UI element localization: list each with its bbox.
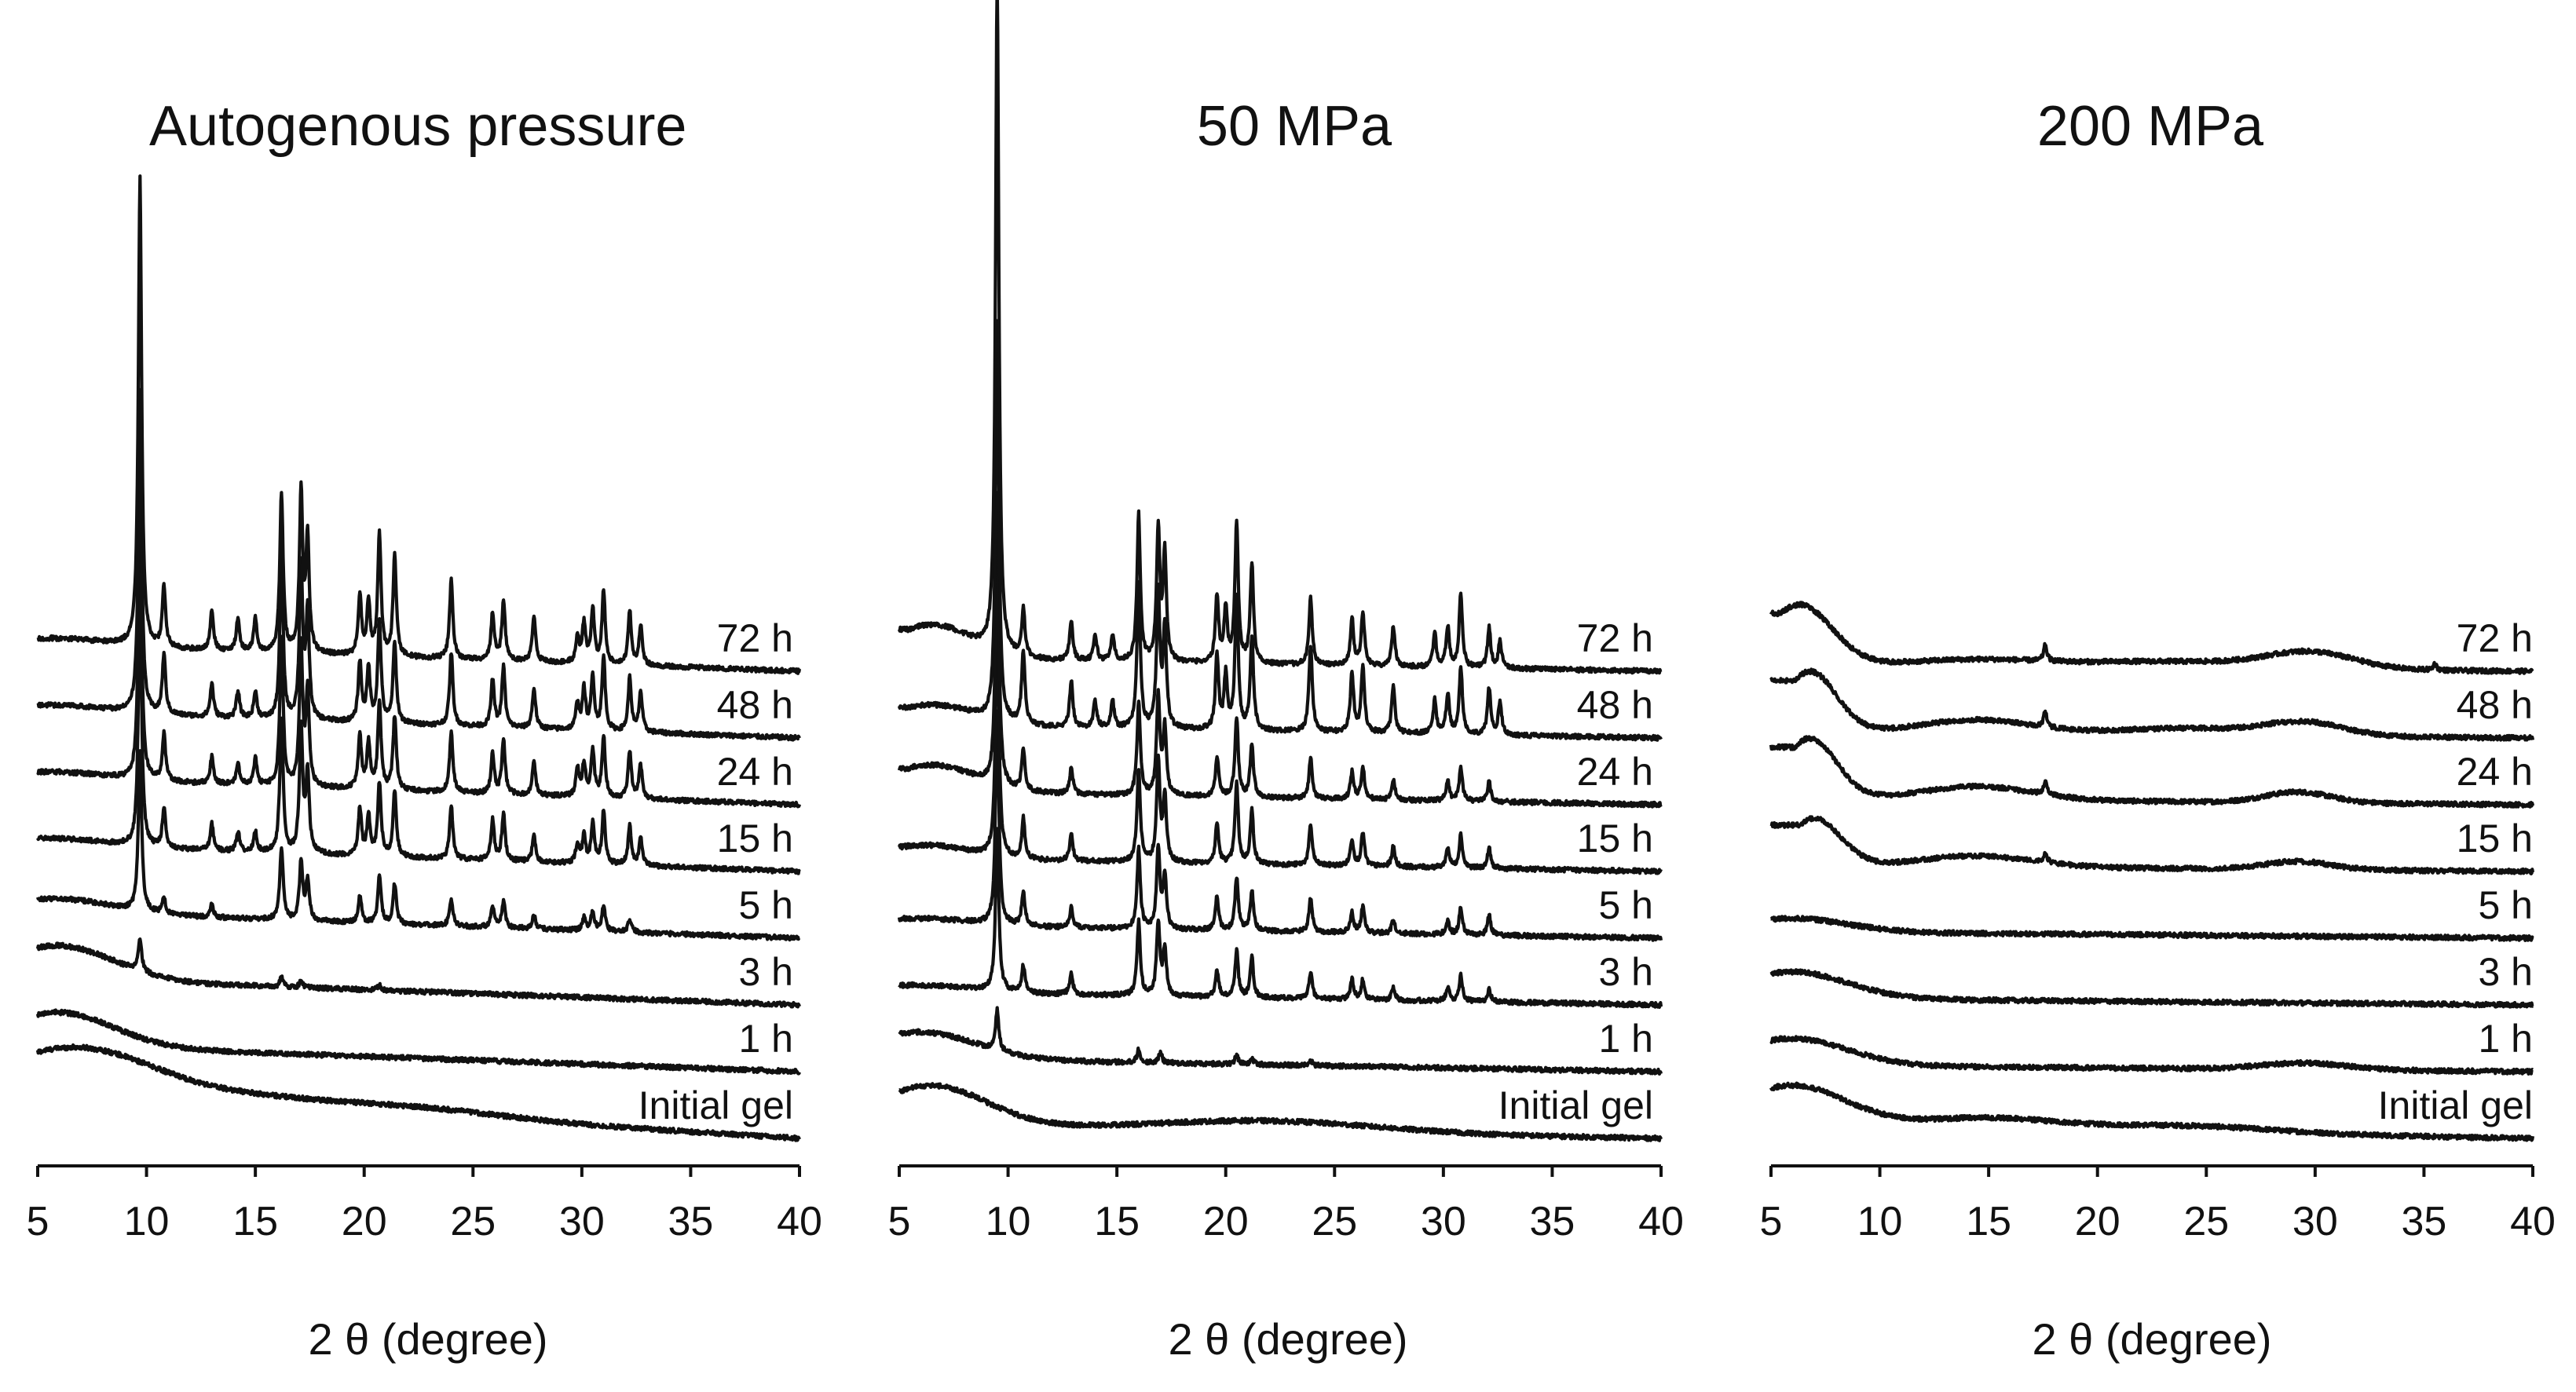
xrd-trace-5-h: [897, 709, 1663, 942]
x-tick-label: 5: [27, 1199, 49, 1244]
x-axis-label: 2 θ (degree): [308, 1314, 547, 1364]
panel-title: Autogenous pressure: [149, 95, 686, 158]
xrd-trace-3-h: [1769, 968, 2534, 1009]
trace-label: Initial gel: [2378, 1083, 2533, 1127]
x-axis-label: 2 θ (degree): [2032, 1314, 2271, 1364]
xrd-trace-3-h: [35, 937, 801, 1009]
trace-label: 5 h: [1598, 883, 1653, 927]
xrd-trace-72-h: [1769, 601, 2534, 675]
xrd-trace-3-h: [898, 827, 1663, 1010]
xrd-trace-1-h: [1769, 1035, 2534, 1076]
xrd-trace-24-h: [1769, 735, 2535, 809]
trace-label: 15 h: [717, 817, 793, 860]
x-tick-label: 20: [2075, 1199, 2120, 1244]
xrd-trace-15-h: [36, 592, 801, 875]
x-tick-label: 30: [559, 1199, 605, 1244]
trace-label: 24 h: [2457, 750, 2533, 794]
xrd-trace-48-h: [36, 388, 801, 742]
trace-label: 72 h: [717, 616, 793, 660]
xrd-trace-1-h: [898, 1006, 1663, 1076]
xrd-trace-initial-gel: [898, 1082, 1663, 1142]
trace-label: 15 h: [1577, 817, 1653, 860]
trace-label: 1 h: [738, 1017, 793, 1061]
trace-label: 3 h: [2478, 950, 2533, 994]
trace-label: 5 h: [2478, 883, 2533, 927]
panel-50-mpa: 50 MPa Initial gel 1 h 3 h 5 h 15 h 24 h 48 h 7…: [888, 0, 1684, 1364]
x-axis-label: 2 θ (degree): [1168, 1314, 1407, 1364]
xrd-trace-24-h: [897, 491, 1663, 809]
xrd-trace-initial-gel: [35, 1043, 801, 1142]
trace-group: [897, 0, 1663, 1142]
x-tick-label: 35: [1530, 1199, 1575, 1244]
x-tick-group: 5 10 15 20 25 30 35 40: [1760, 1166, 2556, 1244]
x-tick-label: 10: [1857, 1199, 1903, 1244]
panel-title: 50 MPa: [1197, 95, 1392, 158]
xrd-trace-initial-gel: [1769, 1081, 2535, 1142]
trace-label: Initial gel: [639, 1083, 793, 1127]
x-tick-group: 5 10 15 20 25 30 35 40: [27, 1166, 822, 1244]
x-tick-label: 30: [1421, 1199, 1466, 1244]
panel-autogenous-pressure: Autogenous pressure Initial gel 1 h 3 h 5 h…: [27, 95, 822, 1364]
x-tick-label: 15: [232, 1199, 278, 1244]
x-tick-label: 10: [124, 1199, 170, 1244]
trace-label: Initial gel: [1498, 1083, 1653, 1127]
x-tick-label: 35: [2402, 1199, 2447, 1244]
xrd-trace-48-h: [1769, 667, 2535, 742]
trace-label: 24 h: [1577, 750, 1653, 794]
x-tick-label: 25: [1312, 1199, 1357, 1244]
panel-200-mpa: 200 MPa Initial gel 1 h 3 h 5 h 15 h 24 h 48 h…: [1760, 95, 2556, 1364]
x-tick-group: 5 10 15 20 25 30 35 40: [888, 1166, 1684, 1244]
x-tick-label: 15: [1966, 1199, 2011, 1244]
xrd-trace-15-h: [897, 601, 1663, 875]
trace-label-group: Initial gel 1 h 3 h 5 h 15 h 24 h 48 h 72 h: [639, 616, 793, 1127]
trace-label: 24 h: [717, 750, 793, 794]
trace-label: 72 h: [2457, 616, 2533, 660]
xrd-trace-5-h: [1769, 915, 2534, 943]
x-tick-label: 40: [777, 1199, 822, 1244]
trace-label-group: Initial gel 1 h 3 h 5 h 15 h 24 h 48 h 72 h: [2378, 616, 2533, 1127]
trace-label: 48 h: [717, 683, 793, 727]
x-tick-label: 40: [1638, 1199, 1684, 1244]
trace-label: 5 h: [738, 883, 793, 927]
xrd-trace-72-h: [36, 174, 802, 675]
x-tick-label: 25: [450, 1199, 496, 1244]
xrd-trace-24-h: [36, 498, 802, 809]
x-tick-label: 20: [1203, 1199, 1249, 1244]
trace-label: 1 h: [2478, 1017, 2533, 1061]
x-tick-label: 5: [888, 1199, 911, 1244]
trace-group: [1769, 601, 2535, 1142]
trace-label: 3 h: [738, 950, 793, 994]
x-tick-label: 25: [2183, 1199, 2229, 1244]
x-tick-label: 5: [1760, 1199, 1783, 1244]
x-tick-label: 15: [1094, 1199, 1140, 1244]
xrd-trace-72-h: [897, 0, 1663, 675]
x-tick-label: 20: [342, 1199, 387, 1244]
trace-label: 3 h: [1598, 950, 1653, 994]
panel-title: 200 MPa: [2037, 95, 2264, 158]
trace-label: 48 h: [2457, 683, 2533, 727]
x-tick-label: 40: [2510, 1199, 2556, 1244]
trace-label-group: Initial gel 1 h 3 h 5 h 15 h 24 h 48 h 72 h: [1498, 616, 1653, 1127]
xrd-trace-15-h: [1769, 815, 2535, 876]
trace-label: 72 h: [1577, 616, 1653, 660]
trace-label: 1 h: [1598, 1017, 1653, 1061]
xrd-trace-48-h: [897, 319, 1663, 742]
trace-group: [35, 174, 802, 1142]
x-tick-label: 35: [668, 1199, 714, 1244]
x-tick-label: 30: [2292, 1199, 2338, 1244]
xrd-trace-5-h: [36, 749, 801, 942]
xrd-trace-1-h: [35, 1008, 801, 1076]
trace-label: 15 h: [2457, 817, 2533, 860]
trace-label: 48 h: [1577, 683, 1653, 727]
x-tick-label: 10: [986, 1199, 1031, 1244]
